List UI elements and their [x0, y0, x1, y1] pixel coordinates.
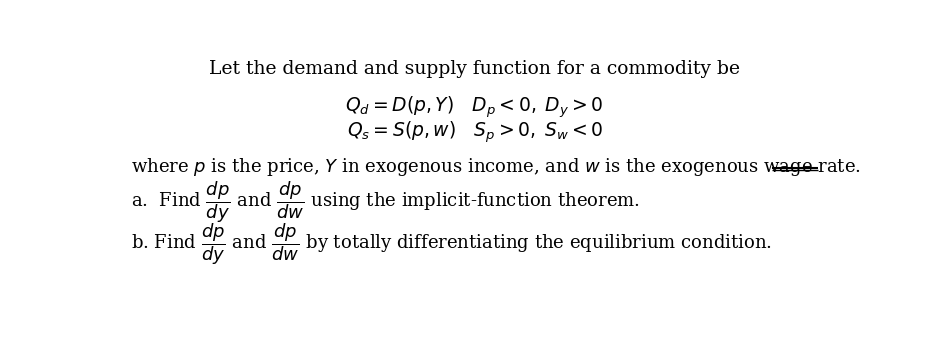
Text: a.  Find $\dfrac{dp}{dy}$ and $\dfrac{dp}{dw}$ using the implicit-function theor: a. Find $\dfrac{dp}{dy}$ and $\dfrac{dp}…	[131, 180, 640, 225]
Text: where $p$ is the price, $Y$ in exogenous income, and $w$ is the exogenous wage r: where $p$ is the price, $Y$ in exogenous…	[131, 156, 861, 178]
Text: $Q_s = S(p, w) \quad S_p > 0, \; S_w < 0$: $Q_s = S(p, w) \quad S_p > 0, \; S_w < 0…	[346, 120, 603, 145]
Text: b. Find $\dfrac{dp}{dy}$ and $\dfrac{dp}{dw}$ by totally differentiating the equ: b. Find $\dfrac{dp}{dy}$ and $\dfrac{dp}…	[131, 221, 772, 267]
Text: Let the demand and supply function for a commodity be: Let the demand and supply function for a…	[209, 60, 740, 78]
Text: $Q_d = D(p, Y) \quad D_p < 0, \; D_y > 0$: $Q_d = D(p, Y) \quad D_p < 0, \; D_y > 0…	[345, 95, 604, 120]
